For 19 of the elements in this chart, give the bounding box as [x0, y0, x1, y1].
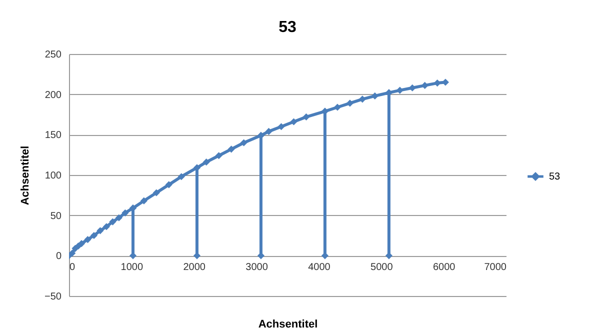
y-tick-label: 100	[44, 170, 62, 182]
y-tick-label: 200	[44, 90, 62, 101]
x-tick-label: 2000	[183, 262, 206, 274]
y-tick-label: 150	[44, 130, 62, 142]
x-tick-label: 7000	[484, 262, 507, 274]
x-tick-label: 0	[70, 262, 76, 274]
x-tick-label: 5000	[370, 262, 394, 274]
y-tick-label: 50	[50, 210, 62, 222]
y-tick-label: 0	[56, 251, 62, 262]
legend-label: 53	[549, 172, 561, 182]
x-tick-label: 1000	[120, 262, 144, 274]
y-tick-label: 250	[44, 50, 62, 60]
y-axis-title: Achsentitel	[20, 146, 32, 206]
x-tick-label: 3000	[246, 262, 268, 274]
x-tick-label: 4000	[308, 262, 331, 274]
x-axis-title: Achsentitel	[258, 318, 318, 330]
chart-title: 53	[278, 19, 296, 36]
x-tick-label: 6000	[432, 262, 456, 274]
y-tick-label: −50	[44, 292, 62, 302]
